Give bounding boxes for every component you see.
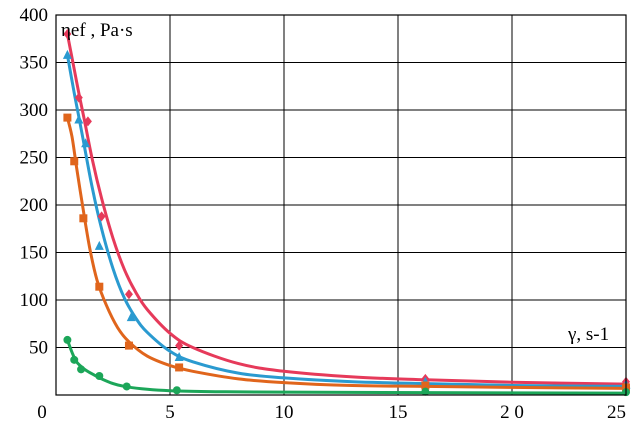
- y-tick-label: 150: [20, 243, 49, 264]
- x-tick-label: 15: [389, 402, 408, 423]
- data-point: [172, 386, 181, 395]
- data-point: [95, 282, 104, 291]
- data-point: [83, 116, 92, 127]
- data-point: [62, 49, 72, 59]
- x-tick-label: 0: [37, 402, 47, 423]
- data-point: [63, 335, 72, 344]
- data-point: [97, 211, 106, 222]
- plot-frame: [55, 14, 627, 396]
- data-point: [79, 214, 88, 223]
- data-point: [421, 381, 430, 390]
- data-point: [63, 113, 72, 122]
- data-point: [124, 289, 133, 300]
- series-markers: [62, 29, 631, 397]
- data-point: [74, 92, 83, 103]
- x-tick-label: 2 0: [500, 402, 524, 423]
- x-tick-label: 10: [275, 402, 294, 423]
- data-point: [421, 387, 430, 396]
- y-tick-label: 50: [29, 338, 48, 359]
- data-point: [122, 382, 131, 391]
- data-point: [77, 365, 86, 374]
- x-tick-label: 25: [607, 402, 626, 423]
- data-point: [94, 240, 104, 250]
- y-tick-label: 250: [20, 148, 49, 169]
- series-line: [65, 53, 628, 388]
- data-point: [70, 355, 79, 364]
- data-point: [74, 114, 84, 124]
- data-point: [124, 341, 133, 350]
- y-axis-label: ηef , Pa·s: [61, 20, 133, 41]
- series-line: [65, 116, 628, 390]
- data-point: [126, 312, 136, 322]
- series-line: [65, 32, 628, 386]
- data-point: [175, 363, 184, 372]
- series-curves: [65, 32, 628, 395]
- x-axis-label: γ, s-1: [567, 324, 609, 345]
- x-tick-labels: 0 5 10 15 2 0 25: [37, 402, 626, 423]
- data-point: [175, 340, 184, 351]
- data-point: [63, 29, 72, 39]
- x-tick-label: 5: [165, 402, 175, 423]
- y-tick-label: 200: [20, 195, 49, 216]
- data-point: [81, 138, 91, 148]
- data-point: [174, 352, 184, 361]
- y-tick-labels: 50 100 150 200 250 300 350 400: [20, 5, 49, 359]
- grid-lines: [56, 15, 626, 395]
- y-tick-label: 350: [20, 53, 49, 74]
- y-tick-label: 300: [20, 100, 49, 121]
- y-tick-label: 400: [20, 5, 49, 26]
- data-point: [95, 372, 104, 380]
- data-point: [70, 157, 79, 166]
- y-tick-label: 100: [20, 290, 49, 311]
